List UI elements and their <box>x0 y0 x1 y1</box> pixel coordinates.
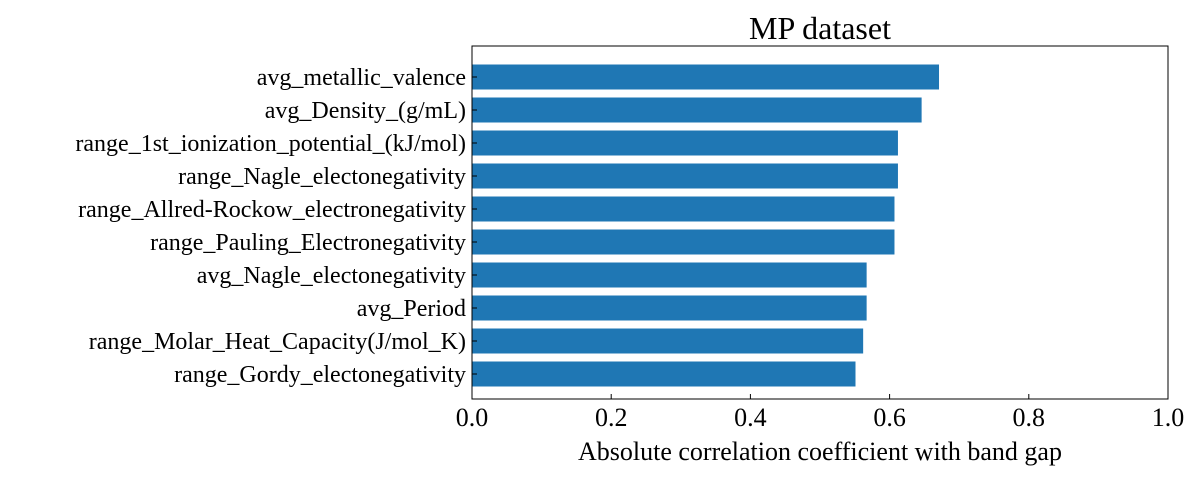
y-tick-label: range_Allred-Rockow_electronegativity <box>78 197 466 223</box>
y-tick-label: range_1st_ionization_potential_(kJ/mol) <box>75 131 466 157</box>
bar <box>472 196 895 222</box>
y-tick-label: range_Pauling_Electronegativity <box>150 230 466 256</box>
bar <box>472 64 940 90</box>
y-tick-labels: avg_metallic_valence avg_Density_(g/mL)ra… <box>75 65 477 388</box>
bar <box>472 295 867 321</box>
x-tick-label: 0.2 <box>595 403 628 432</box>
chart-title: MP dataset <box>749 10 891 46</box>
y-tick-label: avg_Period <box>357 296 466 322</box>
y-tick-label: avg_metallic_valence <box>257 65 466 91</box>
x-tick-label: 1.0 <box>1152 403 1185 432</box>
bar <box>472 97 922 123</box>
x-tick-label: 0.8 <box>1013 403 1046 432</box>
bar <box>472 262 867 288</box>
bar <box>472 328 864 354</box>
plot-area-frame <box>471 45 1169 400</box>
y-tick-label: range_Nagle_electonegativity <box>178 164 466 190</box>
bar <box>472 229 895 255</box>
bars-group <box>472 64 940 387</box>
x-tick-label: 0.0 <box>456 403 489 432</box>
x-ticks: 0.0 0.2 0.4 0.6 0.8 1.0 <box>456 394 1185 432</box>
x-tick-label: 0.6 <box>873 403 906 432</box>
bar <box>472 130 898 156</box>
x-tick-label: 0.4 <box>734 403 767 432</box>
bar <box>472 361 856 387</box>
y-tick-label: range_Gordy_electonegativity <box>174 362 466 388</box>
bar <box>472 163 898 189</box>
y-tick-label: avg_Nagle_electonegativity <box>197 263 466 289</box>
y-tick-label: avg_Density_(g/mL) <box>265 98 466 124</box>
y-tick-label: range_Molar_Heat_Capacity(J/mol_K) <box>89 329 466 355</box>
x-axis-label: Absolute correlation coefficient with ba… <box>578 437 1062 466</box>
